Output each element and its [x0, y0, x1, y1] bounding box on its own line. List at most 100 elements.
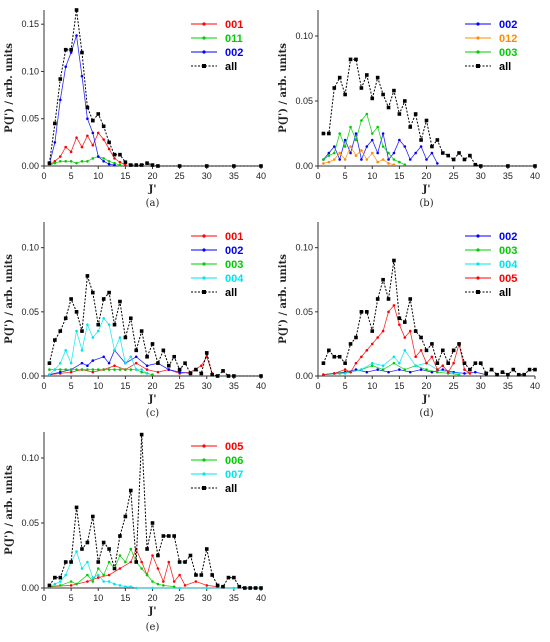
- data-point: [167, 560, 171, 564]
- data-point: [343, 92, 347, 97]
- data-point: [349, 370, 352, 374]
- data-point: [64, 368, 67, 371]
- y-tick-label: 0.05: [295, 307, 313, 317]
- legend-label: 004: [225, 273, 244, 285]
- data-point: [451, 348, 456, 353]
- data-point: [47, 361, 52, 365]
- data-point: [63, 47, 68, 52]
- data-point: [145, 372, 149, 375]
- data-point: [69, 159, 73, 163]
- data-point: [424, 118, 429, 123]
- data-point: [354, 154, 358, 157]
- data-point: [327, 160, 331, 164]
- data-point: [425, 158, 428, 161]
- data-point: [48, 368, 51, 371]
- data-point: [156, 567, 160, 570]
- x-tick-label: 15: [120, 381, 130, 391]
- data-point: [408, 297, 413, 301]
- data-point: [53, 368, 57, 371]
- data-point: [58, 368, 62, 371]
- legend-label: 006: [225, 455, 243, 467]
- data-point: [80, 547, 84, 551]
- legend-label: 002: [225, 47, 243, 59]
- panel-caption: (b): [419, 198, 433, 209]
- data-point: [343, 138, 347, 142]
- data-point: [221, 584, 225, 589]
- data-point: [381, 132, 385, 135]
- data-point: [124, 361, 127, 365]
- data-point: [500, 370, 505, 374]
- x-tick-label: 5: [69, 381, 74, 391]
- x-tick-label: 20: [421, 171, 431, 181]
- data-point: [392, 88, 396, 93]
- data-point: [397, 112, 402, 116]
- data-point: [134, 361, 138, 365]
- data-point: [359, 86, 364, 90]
- data-point: [53, 575, 57, 580]
- data-point: [53, 582, 57, 586]
- data-point: [58, 77, 63, 81]
- y-tick-label: 0.10: [21, 66, 39, 76]
- data-point: [112, 566, 117, 571]
- data-point: [440, 151, 445, 155]
- chart-panel-4: 0 5 10 15 20 25 30 35 40 0.00 0.05 0.10 J' P(J') / ar…: [278, 222, 540, 419]
- data-point: [129, 585, 133, 588]
- data-point: [145, 161, 149, 165]
- data-point: [107, 147, 111, 151]
- x-tick-label: 15: [394, 171, 404, 181]
- data-point: [463, 368, 466, 371]
- data-point: [86, 323, 89, 326]
- data-point: [63, 316, 68, 321]
- data-point: [259, 586, 263, 590]
- data-point: [462, 157, 467, 162]
- data-point: [118, 567, 122, 570]
- data-point: [86, 117, 89, 121]
- data-point: [215, 374, 220, 378]
- data-point: [463, 372, 466, 375]
- data-point: [338, 158, 342, 161]
- legend-marker: [476, 262, 480, 266]
- data-point: [64, 349, 67, 352]
- data-point: [156, 582, 160, 586]
- data-point: [354, 132, 358, 135]
- series-all: [47, 274, 263, 378]
- legend-marker: [476, 290, 480, 294]
- data-point: [53, 121, 57, 126]
- legend-label: 007: [225, 469, 243, 481]
- data-point: [140, 368, 143, 371]
- x-tick-label: 10: [93, 593, 103, 603]
- data-point: [338, 132, 342, 135]
- data-point: [140, 370, 143, 374]
- data-point: [436, 370, 439, 374]
- data-point: [332, 145, 336, 148]
- panel-caption: (e): [146, 622, 160, 633]
- data-point: [107, 361, 111, 365]
- x-tick-label: 10: [93, 381, 103, 391]
- data-point: [370, 138, 374, 142]
- data-point: [360, 368, 363, 371]
- data-point: [53, 161, 57, 165]
- data-point: [166, 363, 171, 368]
- data-point: [370, 151, 374, 155]
- data-point: [446, 153, 450, 158]
- data-point: [69, 51, 73, 54]
- data-point: [332, 158, 336, 161]
- data-point: [381, 277, 385, 282]
- data-point: [392, 151, 396, 155]
- data-point: [232, 374, 236, 378]
- y-tick-label: 0.00: [21, 161, 39, 171]
- data-point: [376, 151, 379, 155]
- x-tick-label: 0: [315, 381, 320, 391]
- data-point: [343, 361, 347, 365]
- data-point: [58, 155, 62, 158]
- data-point: [457, 342, 461, 346]
- x-tick-label: 40: [256, 171, 266, 181]
- data-point: [74, 310, 79, 314]
- data-point: [354, 368, 358, 371]
- y-tick-label: 0.10: [295, 243, 313, 253]
- data-point: [354, 335, 358, 340]
- y-axis-title: P(J') / arb. units: [4, 465, 15, 555]
- data-point: [322, 158, 325, 161]
- x-tick-label: 30: [476, 171, 486, 181]
- legend-marker: [476, 248, 480, 252]
